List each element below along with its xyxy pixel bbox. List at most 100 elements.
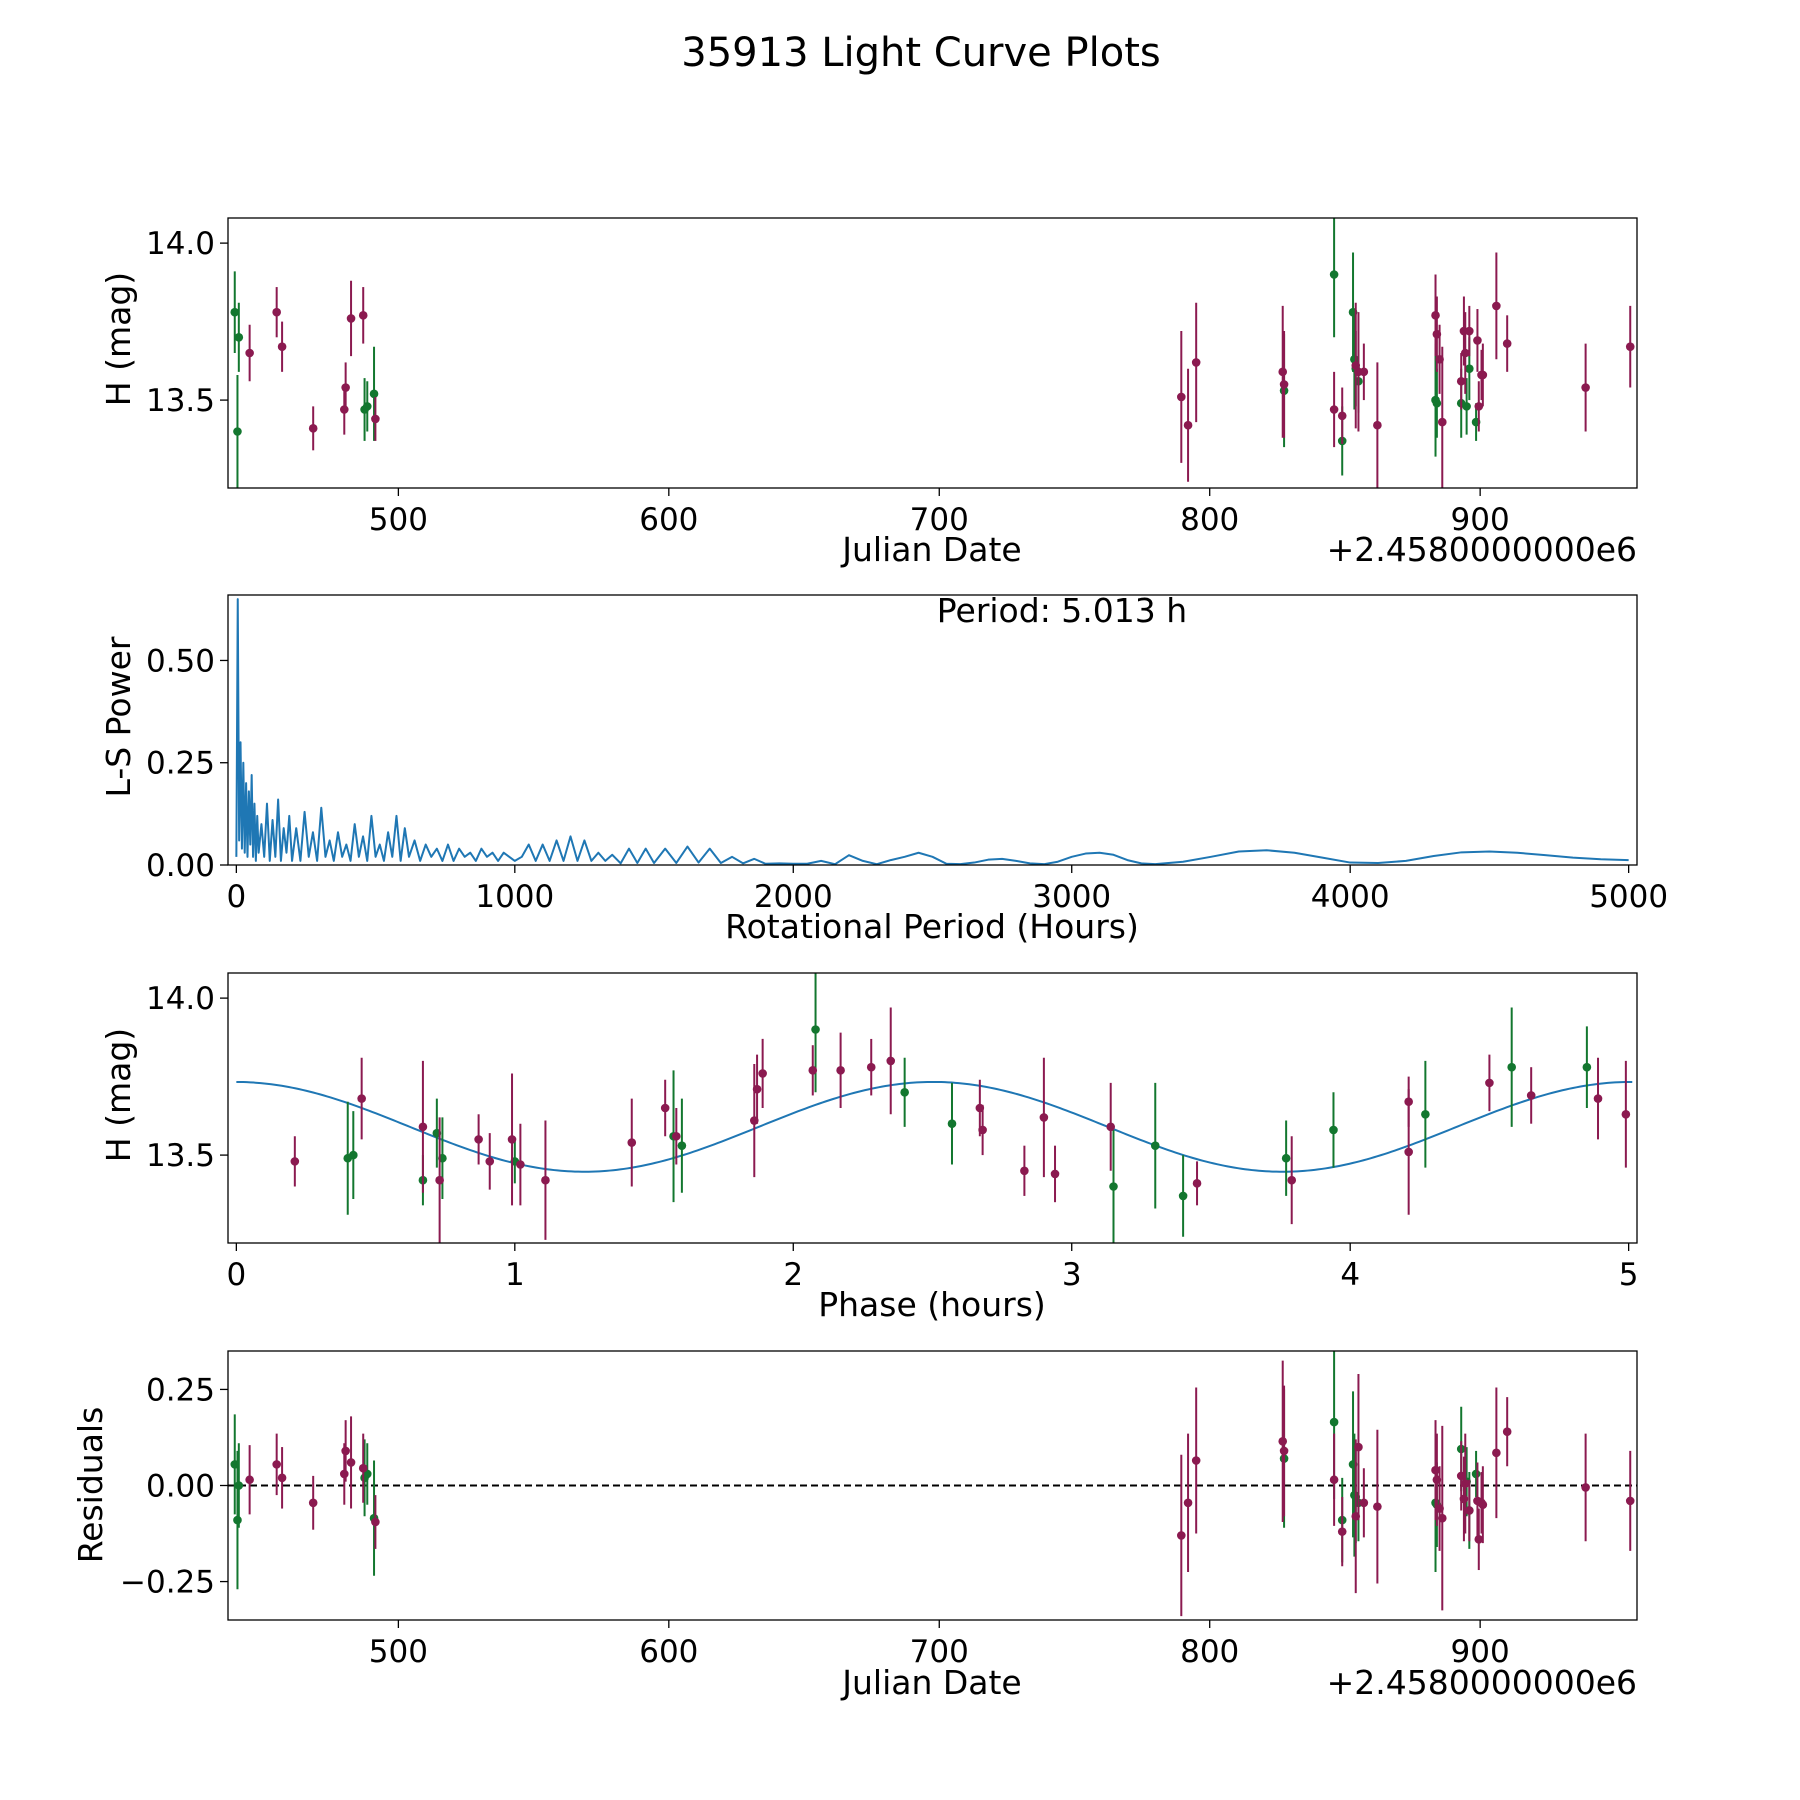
- periodogram-xlabel: Rotational Period (Hours): [725, 907, 1139, 946]
- g-band-point: [1465, 364, 1474, 373]
- panel-lightcurve: Julian Date H (mag) +2.4580000000e6 500 6…: [99, 217, 1638, 569]
- phased-xtick-label: 4: [1340, 1257, 1360, 1293]
- r-band-point: [1459, 1494, 1469, 1504]
- r-band-point: [1183, 1498, 1193, 1508]
- g-band-point: [1462, 402, 1471, 411]
- r-band-point: [1373, 420, 1382, 430]
- r-band-point: [627, 1138, 637, 1147]
- g-band-point: [1178, 1191, 1188, 1201]
- r-band-point: [1625, 1496, 1635, 1506]
- residuals-xtick-label: 600: [639, 1634, 698, 1670]
- periodogram-xtick-label: 2000: [754, 879, 833, 915]
- residuals-ytick-label: 0.00: [146, 1469, 215, 1505]
- g-band-point: [1329, 1125, 1338, 1135]
- r-band-point: [1359, 1498, 1369, 1508]
- r-band-point: [1354, 1442, 1363, 1452]
- r-band-point: [1404, 1097, 1413, 1107]
- r-band-point: [435, 1175, 444, 1185]
- residuals-xtick-label: 800: [1180, 1634, 1239, 1670]
- lightcurve-plot-area: [230, 218, 1635, 488]
- r-band-point: [1177, 1531, 1186, 1540]
- r-band-point: [277, 1473, 287, 1483]
- r-band-point: [1431, 311, 1440, 320]
- g-band-point: [1329, 270, 1339, 279]
- periodogram-line: [235, 598, 1629, 865]
- r-band-point: [339, 1469, 349, 1479]
- r-band-point: [1191, 358, 1201, 367]
- r-band-point: [758, 1069, 767, 1078]
- residuals-xtick-label: 700: [910, 1634, 969, 1670]
- g-band-point: [349, 1150, 358, 1160]
- g-band-point: [234, 333, 244, 342]
- r-band-point: [272, 1460, 281, 1469]
- residuals-ylabel: Residuals: [71, 1407, 110, 1564]
- r-band-point: [1020, 1166, 1029, 1176]
- lightcurve-offset-label: +2.4580000000e6: [1327, 530, 1637, 569]
- r-band-point: [1621, 1109, 1631, 1119]
- r-band-point: [541, 1175, 550, 1185]
- g-band-point: [1432, 398, 1442, 408]
- figure-title: 35913 Light Curve Plots: [681, 30, 1160, 76]
- g-band-point: [369, 389, 379, 399]
- r-band-point: [1329, 405, 1339, 414]
- r-band-point: [1278, 367, 1288, 377]
- r-band-point: [277, 342, 287, 352]
- r-band-point: [245, 348, 254, 358]
- r-band-point: [1478, 1500, 1488, 1510]
- r-band-point: [341, 383, 350, 392]
- r-band-point: [1279, 1446, 1289, 1456]
- periodogram-axes-frame: [227, 594, 1638, 866]
- r-band-point: [1279, 380, 1289, 389]
- r-band-point: [358, 1463, 368, 1473]
- r-band-point: [1474, 402, 1484, 411]
- r-band-point: [1492, 301, 1501, 311]
- phased-xlabel: Phase (hours): [818, 1285, 1046, 1324]
- r-band-point: [1502, 339, 1512, 348]
- r-band-point: [1431, 1465, 1440, 1475]
- r-band-point: [290, 1157, 300, 1166]
- r-band-point: [660, 1103, 670, 1113]
- periodogram-ytick-label: 0.00: [146, 848, 215, 884]
- lightcurve-ytick-label: 14.0: [146, 226, 215, 262]
- r-band-point: [1456, 376, 1466, 386]
- r-band-point: [485, 1157, 495, 1166]
- lightcurve-xtick-label: 900: [1451, 502, 1510, 538]
- r-band-point: [1478, 370, 1488, 380]
- residuals-xlabel: Julian Date: [840, 1663, 1022, 1702]
- r-band-point: [516, 1160, 525, 1169]
- g-band-point: [1329, 1417, 1339, 1427]
- r-band-point: [1437, 1513, 1447, 1523]
- g-band-point: [1150, 1141, 1160, 1150]
- r-band-point: [886, 1056, 896, 1066]
- r-band-point: [272, 307, 281, 317]
- r-band-point: [1106, 1122, 1116, 1132]
- g-band-point: [233, 427, 242, 436]
- residuals-offset-label: +2.4580000000e6: [1327, 1663, 1637, 1702]
- g-band-point: [947, 1119, 957, 1128]
- g-band-point: [1281, 1153, 1291, 1163]
- r-band-point: [1192, 1179, 1202, 1188]
- phased-xtick-label: 3: [1062, 1257, 1082, 1293]
- r-band-point: [1039, 1113, 1049, 1122]
- phased-xtick-label: 2: [783, 1257, 803, 1293]
- period-annotation: Period: 5.013 h: [937, 591, 1187, 630]
- phased-axes-frame: [227, 972, 1638, 1244]
- model-fit-curve: [236, 1080, 1633, 1173]
- r-band-point: [245, 1475, 254, 1485]
- r-band-point: [808, 1066, 818, 1075]
- r-band-point: [357, 1094, 366, 1103]
- lightcurve-xlabel: Julian Date: [840, 530, 1022, 569]
- r-band-point: [339, 405, 349, 414]
- r-band-point: [1337, 1527, 1347, 1536]
- r-band-point: [1183, 420, 1193, 430]
- phased-plot-area: [236, 973, 1633, 1243]
- r-band-point: [1625, 342, 1635, 352]
- periodogram-xtick-label: 5000: [1589, 879, 1668, 915]
- residuals-plot-area: [228, 1351, 1637, 1617]
- g-band-point: [900, 1088, 909, 1097]
- r-band-point: [341, 1446, 350, 1456]
- r-band-point: [1329, 1475, 1339, 1485]
- phased-xtick-label: 1: [505, 1257, 525, 1293]
- r-band-point: [1485, 1078, 1494, 1088]
